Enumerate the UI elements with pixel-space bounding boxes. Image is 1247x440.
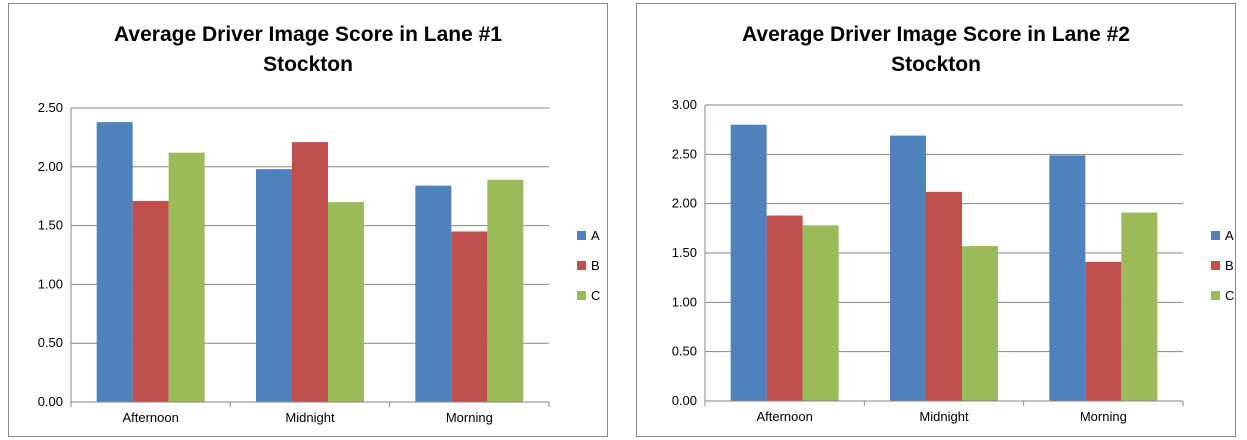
y-tick-label: 1.00 xyxy=(672,294,697,309)
legend-label-a: A xyxy=(1225,228,1234,243)
legend-label-b: B xyxy=(591,258,600,273)
bar-chart-lane-2: 0.00 0.50 1.00 1.50 2.00 2.50 3.00 Afternoon Mid… xyxy=(637,4,1235,436)
x-tick-label: Morning xyxy=(446,410,493,425)
bar-c-midnight xyxy=(962,246,998,401)
legend-label-b: B xyxy=(1225,258,1234,273)
bar-b-afternoon xyxy=(767,216,803,401)
x-tick-label: Midnight xyxy=(919,409,969,424)
legend-swatch-b xyxy=(1211,261,1220,270)
bar-a-midnight xyxy=(890,136,926,401)
y-tick-label: 3.00 xyxy=(672,97,697,112)
bar-a-morning xyxy=(1049,155,1085,401)
bar-a-afternoon xyxy=(97,122,133,402)
bar-chart-lane-1: 0.00 0.50 1.00 1.50 2.00 2.50 Afternoon Midnigh… xyxy=(9,4,607,436)
chart-panel-lane-1: Average Driver Image Score in Lane #1 St… xyxy=(8,3,608,437)
y-tick-label: 0.50 xyxy=(38,335,63,350)
bar-a-midnight xyxy=(256,169,292,402)
bar-c-morning xyxy=(487,180,523,402)
bar-c-afternoon xyxy=(803,225,839,401)
legend-swatch-a xyxy=(577,231,586,240)
bar-b-afternoon xyxy=(133,201,169,402)
legend-swatch-c xyxy=(1211,291,1220,300)
bar-c-midnight xyxy=(328,202,364,402)
bar-b-midnight xyxy=(926,192,962,401)
bar-a-afternoon xyxy=(731,125,767,401)
legend-label-c: C xyxy=(591,288,600,303)
legend-swatch-c xyxy=(577,291,586,300)
x-tick-label: Afternoon xyxy=(756,409,812,424)
y-tick-label: 2.50 xyxy=(38,100,63,115)
x-tick-label: Afternoon xyxy=(122,410,178,425)
y-tick-label: 2.50 xyxy=(672,146,697,161)
bar-b-morning xyxy=(1085,262,1121,401)
legend-label-c: C xyxy=(1225,288,1234,303)
y-tick-label: 2.00 xyxy=(38,159,63,174)
chart-panel-lane-2: Average Driver Image Score in Lane #2 St… xyxy=(636,3,1236,437)
y-tick-label: 0.00 xyxy=(672,393,697,408)
bar-c-afternoon xyxy=(169,153,205,402)
bar-c-morning xyxy=(1121,213,1157,401)
legend-label-a: A xyxy=(591,228,600,243)
y-tick-label: 0.00 xyxy=(38,394,63,409)
y-tick-label: 1.50 xyxy=(672,245,697,260)
bar-a-morning xyxy=(415,186,451,402)
x-tick-label: Morning xyxy=(1080,409,1127,424)
y-tick-label: 1.50 xyxy=(38,218,63,233)
y-tick-label: 2.00 xyxy=(672,196,697,211)
legend-swatch-b xyxy=(577,261,586,270)
bar-b-morning xyxy=(451,231,487,402)
y-tick-label: 0.50 xyxy=(672,344,697,359)
y-tick-label: 1.00 xyxy=(38,276,63,291)
bar-b-midnight xyxy=(292,142,328,402)
x-tick-label: Midnight xyxy=(285,410,335,425)
legend-swatch-a xyxy=(1211,231,1220,240)
